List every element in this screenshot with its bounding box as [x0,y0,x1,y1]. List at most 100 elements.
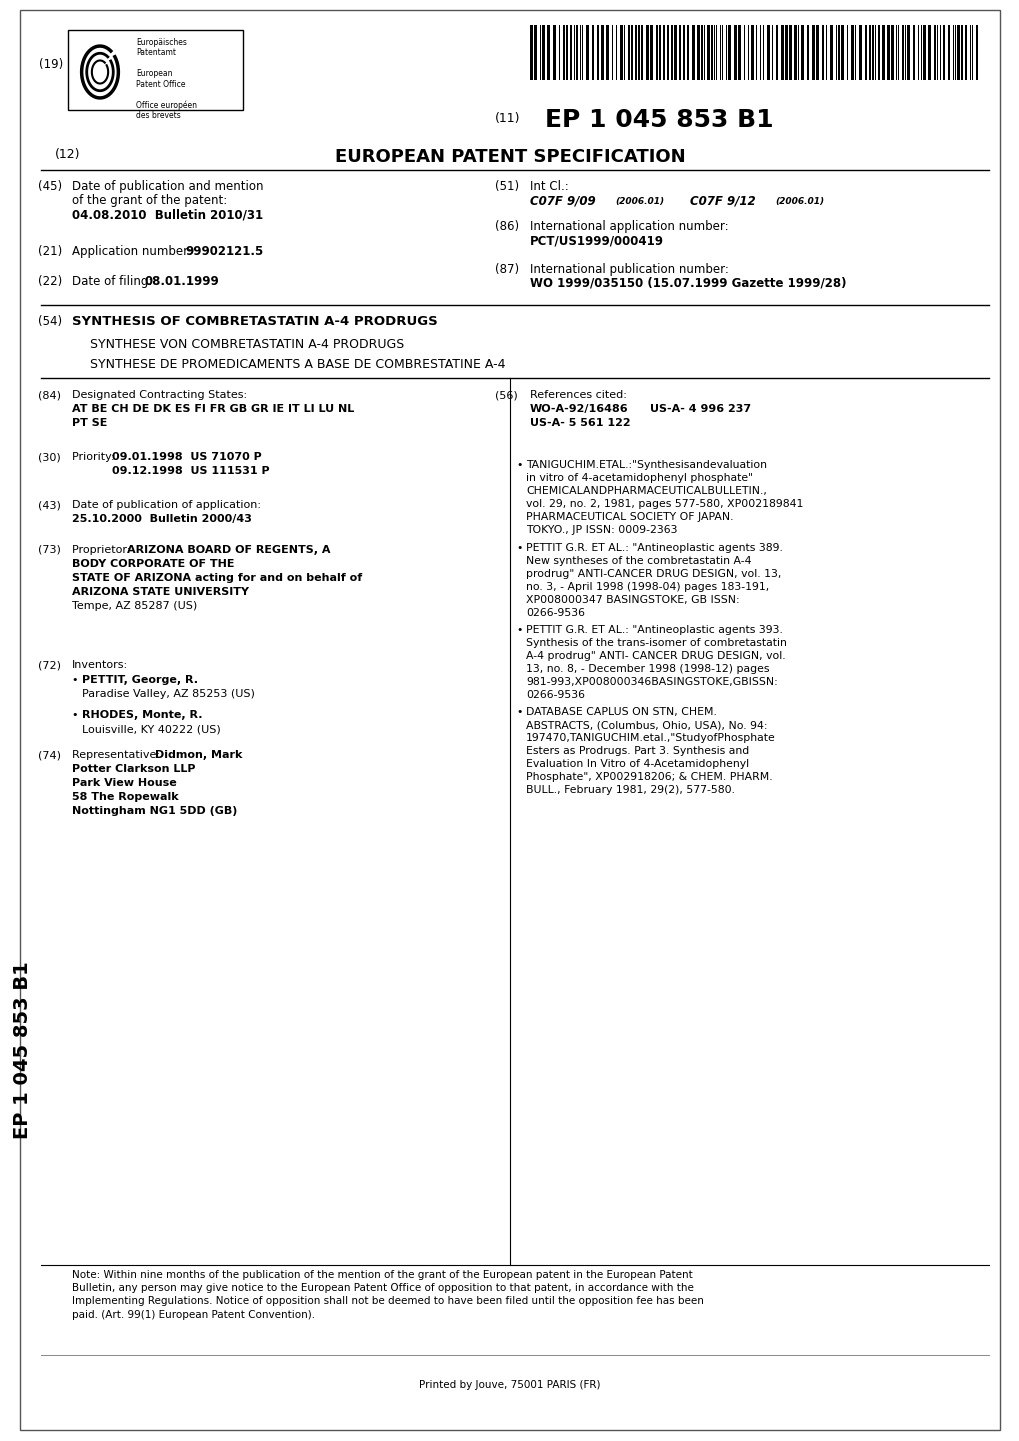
Text: Nottingham NG1 5DD (GB): Nottingham NG1 5DD (GB) [72,806,237,816]
Bar [706,24,709,81]
Text: in vitro of 4-acetamidophenyl phosphate": in vitro of 4-acetamidophenyl phosphate" [526,473,752,483]
Text: 981-993,XP008000346BASINGSTOKE,GBISSN:: 981-993,XP008000346BASINGSTOKE,GBISSN: [526,677,777,687]
Text: Date of publication of application:: Date of publication of application: [72,500,261,510]
Bar [775,24,777,81]
Text: (73): (73) [38,545,61,555]
Text: (22): (22) [38,275,62,288]
Text: of the grant of the patent:: of the grant of the patent: [72,195,227,208]
Text: vol. 29, no. 2, 1981, pages 577-580, XP002189841: vol. 29, no. 2, 1981, pages 577-580, XP0… [526,499,803,509]
Bar [864,24,866,81]
Text: (21): (21) [38,245,62,258]
Text: ARIZONA STATE UNIVERSITY: ARIZONA STATE UNIVERSITY [72,586,249,597]
Text: Park View House: Park View House [72,778,176,788]
Text: •: • [516,625,522,635]
Bar [933,24,935,81]
Text: •: • [516,543,522,553]
Text: Date of filing:: Date of filing: [72,275,156,288]
Text: Note: Within nine months of the publication of the mention of the grant of the E: Note: Within nine months of the publicat… [72,1270,703,1320]
Text: WO 1999/035150 (15.07.1999 Gazette 1999/28): WO 1999/035150 (15.07.1999 Gazette 1999/… [530,277,846,290]
Text: SYNTHESE VON COMBRETASTATIN A-4 PRODRUGS: SYNTHESE VON COMBRETASTATIN A-4 PRODRUGS [90,339,404,352]
Bar [829,24,833,81]
Text: •: • [72,710,82,720]
Bar [750,24,753,81]
Bar [738,24,740,81]
Text: •: • [72,674,82,684]
Text: •: • [516,708,522,718]
Text: DATABASE CAPLUS ON STN, CHEM.: DATABASE CAPLUS ON STN, CHEM. [526,708,716,718]
Bar [960,24,962,81]
Text: •: • [516,460,522,470]
Text: (51): (51) [494,180,519,193]
Text: EP 1 045 853 B1: EP 1 045 853 B1 [13,961,33,1138]
Bar [789,24,791,81]
Bar [679,24,681,81]
Text: Paradise Valley, AZ 85253 (US): Paradise Valley, AZ 85253 (US) [82,689,255,699]
Bar [68,30,243,110]
Bar [800,24,803,81]
Text: Priority:: Priority: [72,452,121,463]
Text: 99902121.5: 99902121.5 [184,245,263,258]
Bar [637,24,639,81]
Text: 197470,TANIGUCHIM.etal.,"StudyofPhosphate: 197470,TANIGUCHIM.etal.,"StudyofPhosphat… [526,733,775,744]
Text: Representative:: Representative: [72,749,163,759]
Bar [781,24,784,81]
Text: PT SE: PT SE [72,418,107,428]
Text: Application number:: Application number: [72,245,196,258]
Bar [868,24,870,81]
Text: Louisville, KY 40222 (US): Louisville, KY 40222 (US) [82,723,220,733]
Text: ARIZONA BOARD OF REGENTS, A: ARIZONA BOARD OF REGENTS, A [127,545,330,555]
Text: (12): (12) [55,148,81,161]
Text: EP 1 045 853 B1: EP 1 045 853 B1 [544,108,772,133]
Bar [815,24,818,81]
Text: ABSTRACTS, (Columbus, Ohio, USA), No. 94:: ABSTRACTS, (Columbus, Ohio, USA), No. 94… [526,720,766,731]
Text: prodrug" ANTI-CANCER DRUG DESIGN, vol. 13,: prodrug" ANTI-CANCER DRUG DESIGN, vol. 1… [526,569,781,579]
Bar [687,24,688,81]
Text: (74): (74) [38,749,61,759]
Bar [912,24,914,81]
Bar [530,24,533,81]
Text: Didmon, Mark: Didmon, Mark [155,749,243,759]
Bar [546,24,549,81]
Bar [891,24,893,81]
Text: (19): (19) [39,58,63,71]
Bar [631,24,633,81]
Text: BULL., February 1981, 29(2), 577-580.: BULL., February 1981, 29(2), 577-580. [526,785,735,795]
Text: Printed by Jouve, 75001 PARIS (FR): Printed by Jouve, 75001 PARIS (FR) [419,1380,600,1391]
Bar [674,24,677,81]
Bar [562,24,565,81]
Text: Tempe, AZ 85287 (US): Tempe, AZ 85287 (US) [72,601,197,611]
Text: C07F 9/09: C07F 9/09 [530,195,595,208]
Bar [658,24,660,81]
Text: (72): (72) [38,660,61,670]
Text: TANIGUCHIM.ETAL.:"Synthesisandevaluation: TANIGUCHIM.ETAL.:"Synthesisandevaluation [526,460,766,470]
Text: AT BE CH DE DK ES FI FR GB GR IE IT LI LU NL: AT BE CH DE DK ES FI FR GB GR IE IT LI L… [72,403,354,414]
Bar [600,24,603,81]
Text: (43): (43) [38,500,61,510]
Bar [552,24,555,81]
Bar [666,24,668,81]
Text: RHODES, Monte, R.: RHODES, Monte, R. [82,710,203,720]
Bar [728,24,731,81]
Text: PCT/US1999/000419: PCT/US1999/000419 [530,233,663,246]
Text: 0266-9536: 0266-9536 [526,690,585,700]
Text: Phosphate", XP002918206; & CHEM. PHARM.: Phosphate", XP002918206; & CHEM. PHARM. [526,772,771,782]
Text: 0266-9536: 0266-9536 [526,608,585,618]
Text: (87): (87) [494,264,519,277]
Bar [785,24,788,81]
Text: References cited:: References cited: [530,391,627,401]
Text: Potter Clarkson LLP: Potter Clarkson LLP [72,764,196,774]
Bar [541,24,544,81]
Text: SYNTHESIS OF COMBRETASTATIN A-4 PRODRUGS: SYNTHESIS OF COMBRETASTATIN A-4 PRODRUGS [72,316,437,329]
Text: Designated Contracting States:: Designated Contracting States: [72,391,247,401]
Text: International publication number:: International publication number: [530,264,729,277]
Text: Int Cl.:: Int Cl.: [530,180,569,193]
Bar [964,24,966,81]
Bar [906,24,909,81]
Text: EUROPEAN PATENT SPECIFICATION: EUROPEAN PATENT SPECIFICATION [334,148,685,166]
Bar [655,24,657,81]
Text: (2006.01): (2006.01) [774,197,823,206]
Bar [927,24,930,81]
Bar [850,24,853,81]
Text: Europäisches
Patentamt

European
Patent Office

Office européen
des brevets: Europäisches Patentamt European Patent O… [136,37,197,121]
Bar [901,24,903,81]
